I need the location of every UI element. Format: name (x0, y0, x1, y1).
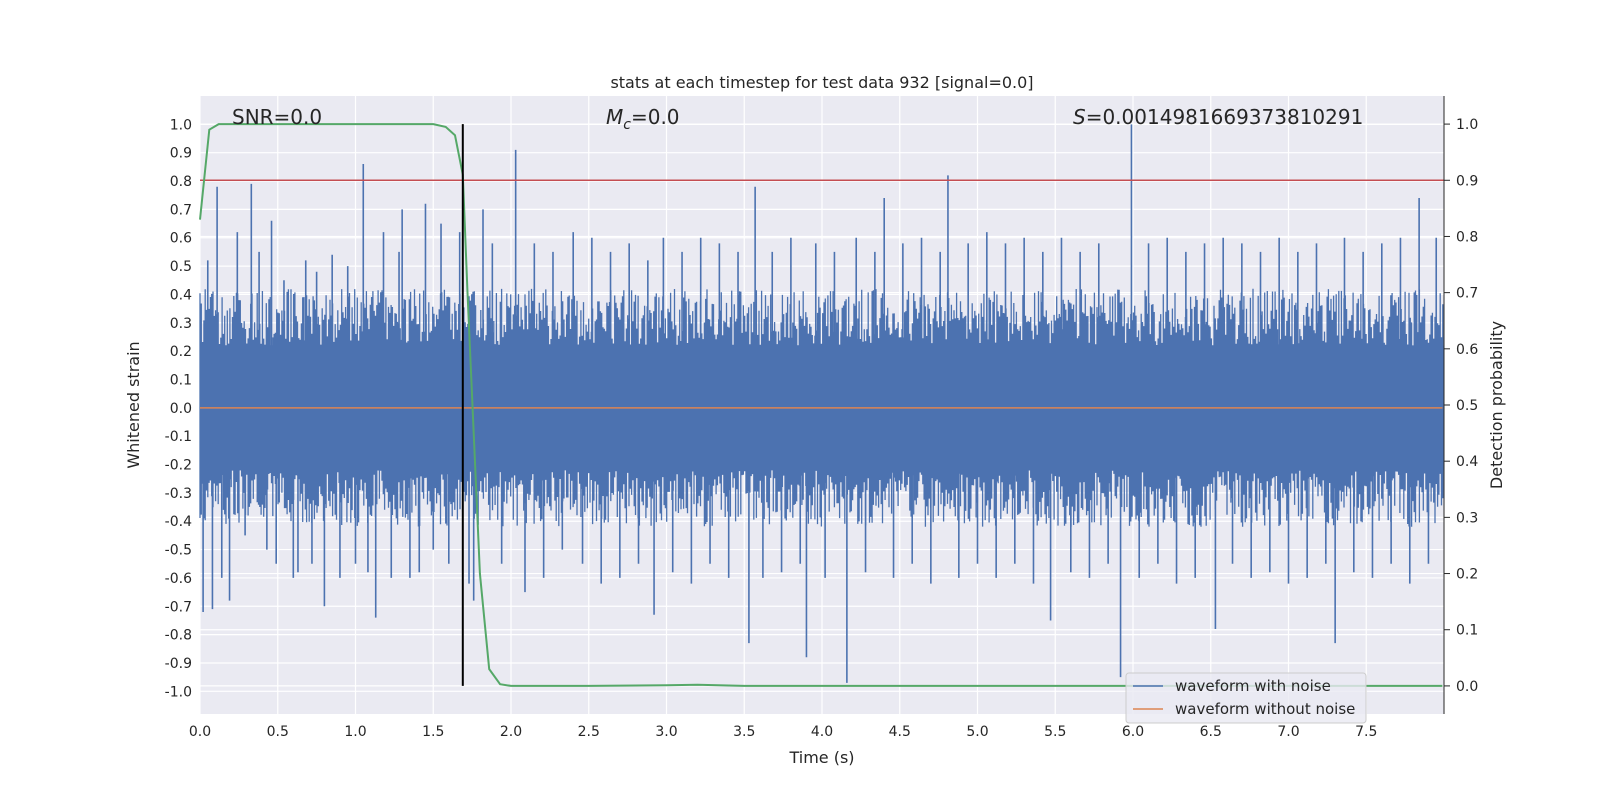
x-tick-label: 0.5 (267, 724, 289, 740)
chirp-mass-annotation: Mc=0.0 (606, 105, 680, 133)
y-right-tick-label: 0.4 (1456, 454, 1478, 470)
y-left-tick-label: -0.3 (165, 486, 192, 502)
y-right-tick-label: 0.6 (1456, 342, 1478, 358)
x-tick-label: 5.0 (966, 724, 988, 740)
y-left-tick-label: 1.0 (170, 117, 192, 133)
y-right-tick-label: 0.3 (1456, 510, 1478, 526)
y-right-tick-label: 0.2 (1456, 567, 1478, 583)
y-left-tick-label: 0.5 (170, 259, 192, 275)
chirp-mass-value: =0.0 (631, 105, 680, 129)
x-tick-label: 0.0 (189, 724, 211, 740)
x-tick-label: 1.0 (344, 724, 366, 740)
y-right-tick-label: 1.0 (1456, 117, 1478, 133)
x-tick-label: 7.5 (1355, 724, 1377, 740)
y-right-tick-label: 0.0 (1456, 679, 1478, 695)
y-left-tick-label: 0.1 (170, 372, 192, 388)
y-left-tick-label: -0.9 (165, 656, 192, 672)
x-tick-label: 2.0 (500, 724, 522, 740)
legend: waveform with noise waveform without noi… (1125, 672, 1367, 724)
y-left-tick-label: 0.0 (170, 401, 192, 417)
x-tick-label: 6.0 (1122, 724, 1144, 740)
y-axis-label-left: Whitened strain (124, 341, 143, 468)
y-left-tick-label: -0.6 (165, 571, 192, 587)
y-left-tick-label: 0.8 (170, 174, 192, 190)
detection-probability-line (199, 123, 1443, 687)
y-right-tick-label: 0.5 (1456, 398, 1478, 414)
y-left-tick-label: -0.5 (165, 543, 192, 559)
y-axis-label-right: Detection probability (1487, 321, 1506, 489)
score-annotation: S=0.0014981669373810291 (1073, 105, 1363, 129)
y-left-tick-label: 0.9 (170, 146, 192, 162)
y-left-tick-label: 0.3 (170, 316, 192, 332)
y-left-tick-label: -1.0 (165, 684, 192, 700)
y-right-tick-label: 0.7 (1456, 286, 1478, 302)
x-tick-label: 3.0 (655, 724, 677, 740)
snr-annotation: SNR=0.0 (232, 105, 322, 129)
y-left-tick-label: 0.2 (170, 344, 192, 360)
x-tick-label: 4.5 (889, 724, 911, 740)
y-left-tick-label: -0.8 (165, 628, 192, 644)
legend-label-waveform-without-noise: waveform without noise (1175, 700, 1355, 718)
x-tick-label: 4.0 (811, 724, 833, 740)
y-right-tick-label: 0.8 (1456, 229, 1478, 245)
x-tick-label: 6.5 (1200, 724, 1222, 740)
x-tick-label: 1.5 (422, 724, 444, 740)
chart-title: stats at each timestep for test data 932… (610, 73, 1033, 92)
score-symbol: S (1073, 105, 1086, 129)
y-left-tick-label: 0.4 (170, 287, 192, 303)
chirp-mass-subscript: c (623, 117, 631, 133)
y-right-tick-label: 0.1 (1456, 623, 1478, 639)
x-tick-label: 5.5 (1044, 724, 1066, 740)
x-tick-label: 3.5 (733, 724, 755, 740)
chirp-mass-symbol: M (606, 105, 623, 129)
y-left-tick-label: -0.2 (165, 458, 192, 474)
y-right-tick-label: 0.9 (1456, 173, 1478, 189)
plot-content (199, 123, 1444, 687)
x-axis-label: Time (s) (788, 748, 854, 767)
y-left-tick-label: -0.7 (165, 599, 192, 615)
legend-label-waveform-with-noise: waveform with noise (1175, 677, 1331, 695)
y-left-tick-label: 0.7 (170, 202, 192, 218)
x-tick-label: 7.0 (1277, 724, 1299, 740)
legend-box (1125, 672, 1367, 724)
x-tick-label: 2.5 (578, 724, 600, 740)
y-left-tick-label: -0.1 (165, 429, 192, 445)
y-left-tick-label: -0.4 (165, 514, 192, 530)
y-left-tick-label: 0.6 (170, 231, 192, 247)
score-value: =0.0014981669373810291 (1086, 105, 1364, 129)
axes: 0.0 0.5 1.0 1.5 2.0 2.5 3.0 3.5 4.0 4.5 5.0 5.5 6.0 6… (165, 96, 1478, 740)
